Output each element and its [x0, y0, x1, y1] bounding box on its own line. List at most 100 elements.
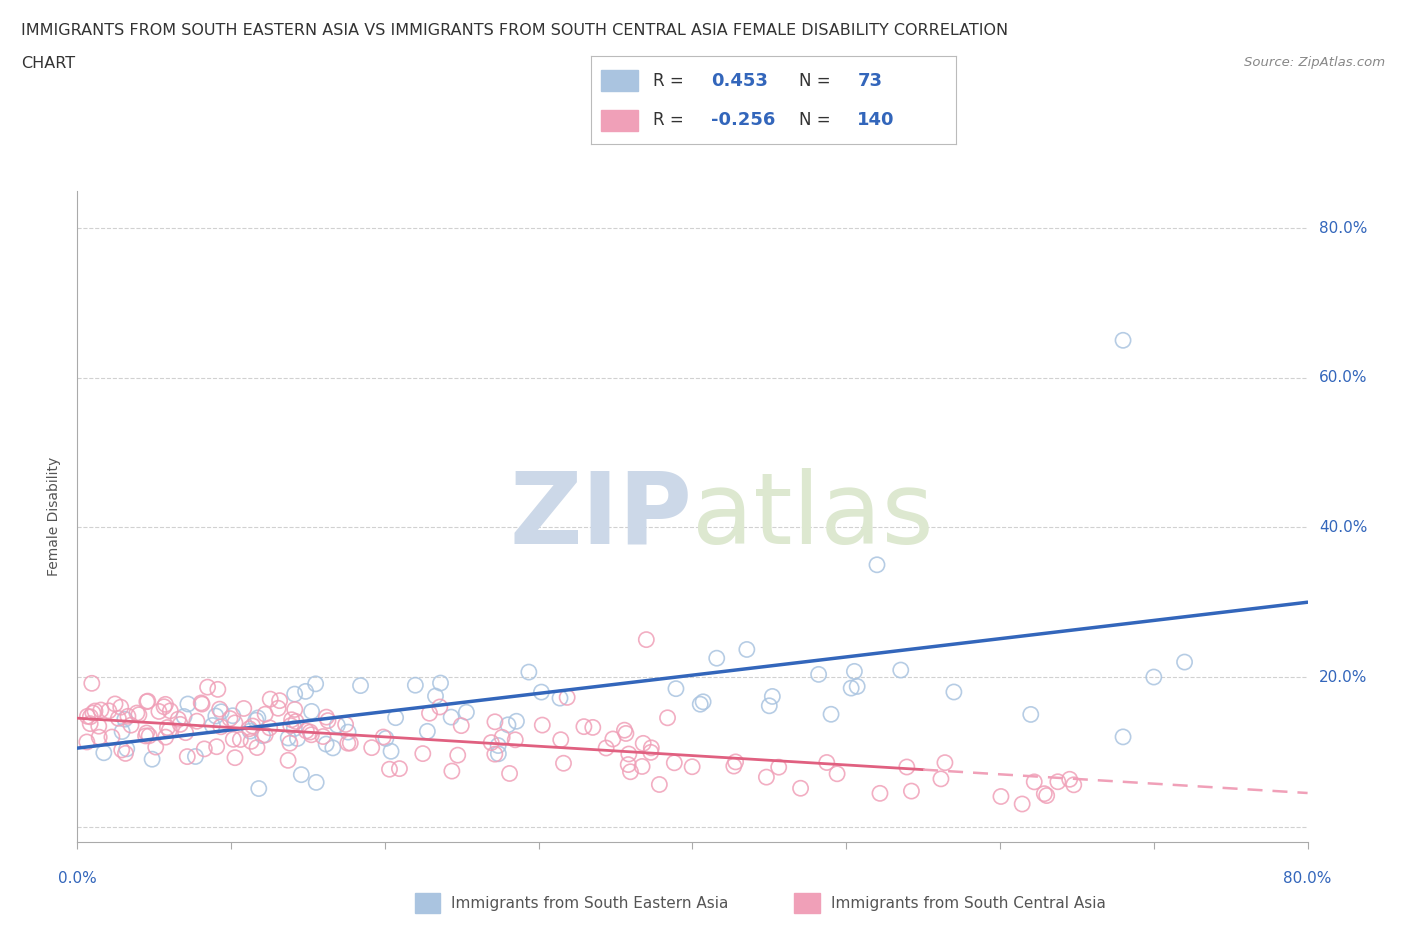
Point	[440, 710, 463, 724]
Point	[479, 735, 502, 750]
Point	[360, 740, 382, 755]
Point	[136, 694, 159, 709]
Point	[846, 679, 869, 694]
Point	[631, 759, 654, 774]
Point	[807, 667, 830, 682]
Point	[657, 711, 679, 725]
Point	[412, 746, 434, 761]
Point	[1046, 775, 1069, 790]
Point	[429, 675, 451, 690]
Point	[1011, 797, 1033, 812]
Point	[287, 731, 309, 746]
Point	[1033, 786, 1056, 801]
Point	[239, 724, 262, 738]
Point	[316, 713, 339, 728]
Point	[484, 714, 506, 729]
Point	[613, 723, 636, 737]
Point	[388, 761, 411, 776]
Point	[496, 717, 519, 732]
Text: 0.453: 0.453	[711, 72, 768, 89]
Point	[339, 736, 361, 751]
Point	[550, 732, 572, 747]
Point	[724, 754, 747, 769]
Point	[373, 730, 395, 745]
Point	[177, 697, 200, 711]
Point	[312, 729, 335, 744]
Point	[247, 781, 270, 796]
Point	[157, 723, 180, 737]
Point	[259, 721, 281, 736]
Point	[222, 732, 245, 747]
Bar	[602, 110, 638, 131]
Point	[167, 711, 190, 726]
Text: 0.0%: 0.0%	[58, 871, 97, 886]
Point	[1035, 788, 1057, 803]
Point	[815, 755, 838, 770]
Point	[205, 739, 228, 754]
Point	[246, 740, 269, 755]
Point	[159, 703, 181, 718]
Point	[277, 753, 299, 768]
Point	[90, 702, 112, 717]
Point	[207, 682, 229, 697]
Text: -0.256: -0.256	[711, 112, 776, 129]
Point	[197, 680, 219, 695]
Point	[380, 744, 402, 759]
Point	[128, 708, 150, 723]
Point	[614, 726, 637, 741]
Point	[768, 760, 790, 775]
Point	[890, 662, 912, 677]
Point	[254, 727, 277, 742]
Point	[101, 730, 124, 745]
Point	[110, 699, 132, 714]
Point	[238, 722, 260, 737]
Point	[125, 706, 148, 721]
Point	[900, 784, 922, 799]
Point	[447, 748, 470, 763]
Point	[735, 642, 758, 657]
Text: 73: 73	[858, 72, 883, 89]
Point	[280, 712, 302, 727]
Point	[636, 632, 658, 647]
Point	[141, 751, 163, 766]
Text: 80.0%: 80.0%	[1319, 220, 1367, 235]
Point	[1024, 775, 1046, 790]
Bar	[602, 70, 638, 91]
Point	[723, 759, 745, 774]
Point	[326, 718, 349, 733]
Point	[440, 764, 463, 778]
Point	[761, 689, 783, 704]
Point	[174, 725, 197, 740]
Point	[89, 730, 111, 745]
Point	[825, 766, 848, 781]
Point	[155, 697, 177, 711]
Point	[285, 714, 308, 729]
Point	[148, 704, 170, 719]
Point	[1112, 729, 1135, 744]
Point	[378, 762, 401, 777]
Point	[242, 719, 264, 734]
Point	[689, 697, 711, 711]
Point	[315, 710, 337, 724]
Point	[193, 741, 215, 756]
Point	[337, 724, 360, 739]
Point	[84, 704, 107, 719]
Point	[934, 755, 956, 770]
Point	[503, 733, 526, 748]
Point	[290, 767, 312, 782]
Point	[135, 725, 157, 740]
Point	[201, 718, 224, 733]
Point	[942, 684, 965, 699]
Point	[284, 686, 307, 701]
Point	[299, 727, 322, 742]
Text: Source: ZipAtlas.com: Source: ZipAtlas.com	[1244, 56, 1385, 69]
Point	[531, 718, 554, 733]
Point	[301, 704, 323, 719]
Point	[486, 738, 509, 753]
Point	[619, 764, 641, 779]
Point	[111, 742, 134, 757]
Point	[491, 730, 513, 745]
Point	[294, 684, 316, 698]
Point	[418, 706, 440, 721]
Point	[758, 698, 780, 713]
